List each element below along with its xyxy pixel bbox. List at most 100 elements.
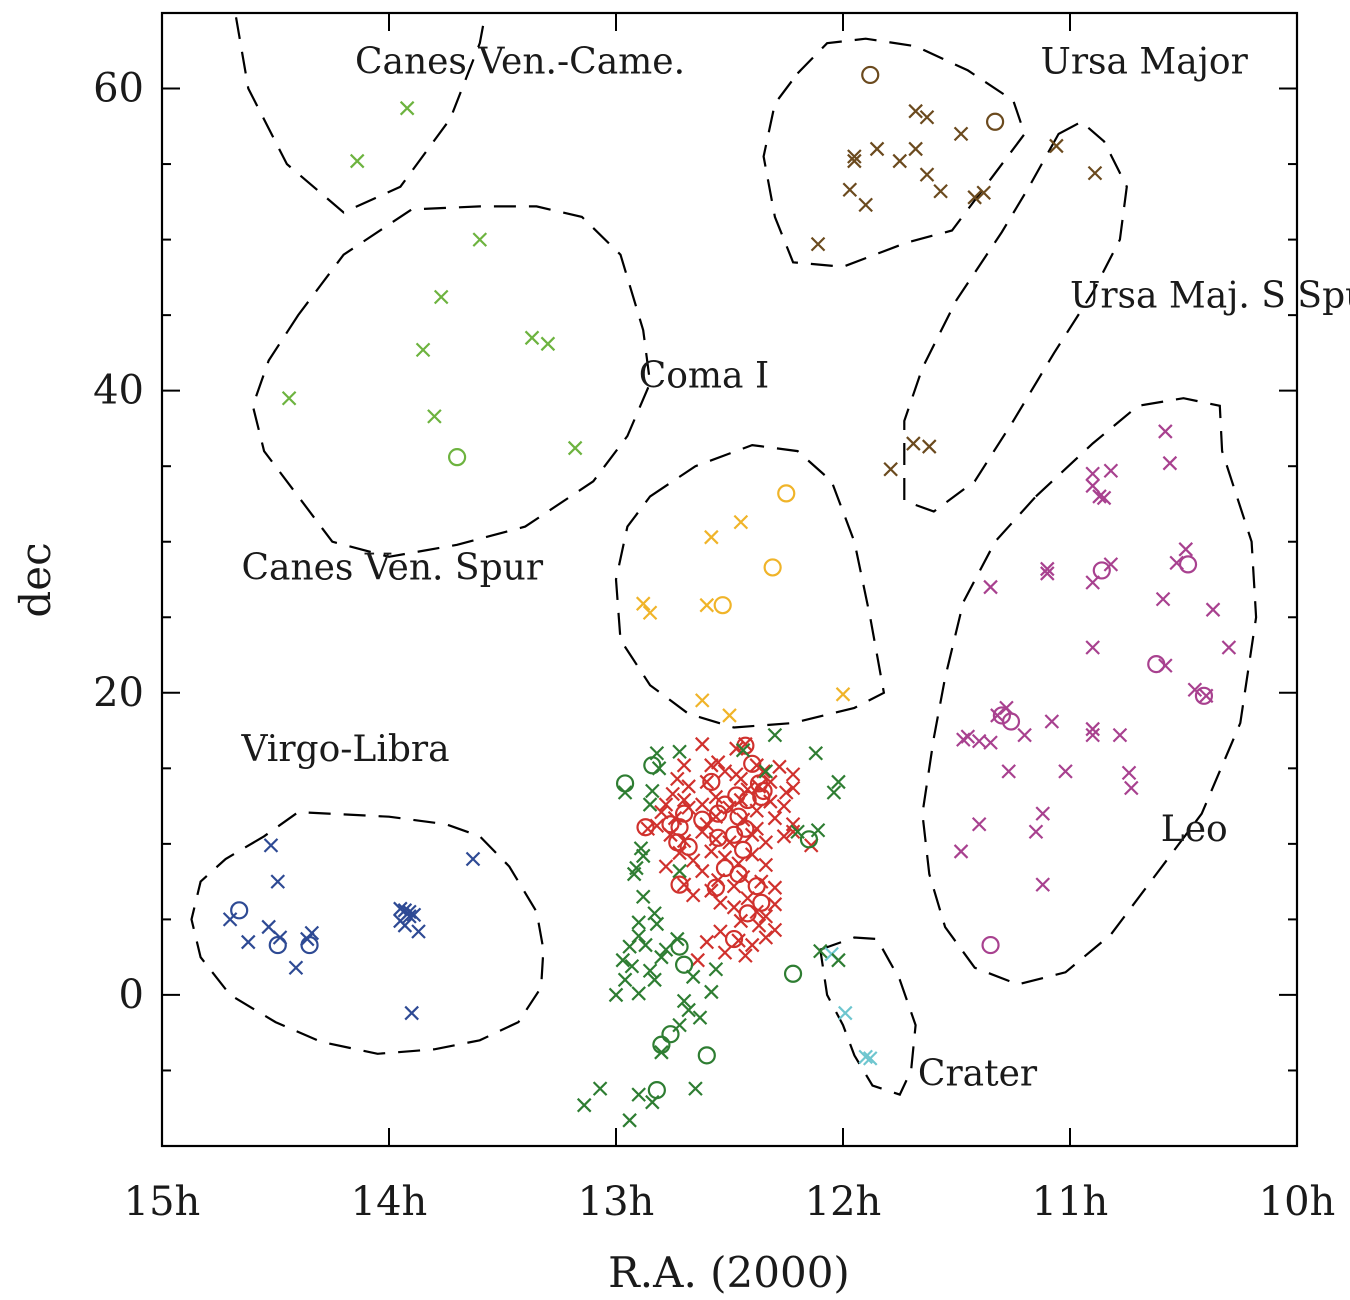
- x-tick-label: 11h: [1032, 1179, 1109, 1225]
- cross-point: [676, 758, 692, 773]
- circle-point: [1178, 555, 1198, 574]
- group-boundary: [921, 397, 1258, 986]
- cross-point: [638, 937, 653, 953]
- group-boundary: [234, 13, 487, 214]
- cross-point: [645, 783, 660, 799]
- group-boundary: [903, 120, 1128, 513]
- cross-point: [717, 945, 733, 960]
- cross-point: [672, 863, 687, 879]
- cross-point: [785, 780, 801, 796]
- cross-point: [908, 141, 923, 157]
- cross-point: [785, 824, 801, 840]
- circle-point: [647, 1081, 666, 1100]
- circle-point: [734, 840, 753, 860]
- cross-point: [921, 439, 937, 454]
- cross-point: [744, 827, 760, 843]
- circle-point: [747, 877, 766, 896]
- cross-point: [906, 436, 921, 451]
- y-tick-label: 0: [119, 972, 144, 1018]
- cross-point: [1058, 764, 1073, 779]
- group-label: Ursa Maj. S Spur: [1070, 276, 1350, 317]
- cross-point: [642, 797, 658, 812]
- x-tick-label: 15h: [124, 1179, 201, 1225]
- cross-point: [694, 736, 710, 752]
- cross-point: [1085, 721, 1100, 737]
- cross-point: [676, 792, 692, 808]
- cross-point: [744, 937, 760, 953]
- cross-point: [983, 735, 998, 750]
- cross-point: [1103, 557, 1119, 572]
- cross-point: [1158, 424, 1173, 439]
- cross-point: [1205, 602, 1221, 617]
- cross-point: [642, 963, 658, 979]
- cross-point: [738, 948, 753, 963]
- cross-point: [608, 987, 624, 1003]
- cross-point: [1162, 455, 1178, 471]
- circle-point: [636, 818, 655, 837]
- cross-point: [631, 915, 646, 930]
- cross-point: [953, 126, 969, 142]
- cross-point: [744, 847, 760, 862]
- cross-point: [831, 952, 846, 968]
- cross-point: [622, 939, 637, 954]
- cross-point: [1040, 566, 1055, 581]
- cross-point: [699, 774, 715, 790]
- circle-point: [799, 830, 819, 849]
- cross-point: [710, 755, 726, 770]
- circle-point: [615, 774, 635, 793]
- cross-point: [892, 153, 908, 169]
- cross-point: [983, 579, 998, 595]
- cross-point: [629, 860, 644, 876]
- cross-point: [1103, 463, 1119, 479]
- cross-point: [567, 440, 583, 456]
- group-label: Canes Ven.-Came.: [355, 41, 685, 82]
- cross-point: [433, 289, 449, 305]
- cross-point: [1087, 165, 1103, 181]
- group-boundary: [190, 810, 545, 1055]
- circle-point: [1001, 712, 1021, 731]
- cross-point: [722, 708, 737, 723]
- cross-point: [735, 742, 751, 758]
- circle-point: [652, 1035, 671, 1054]
- cross-point: [869, 141, 885, 157]
- cross-point: [415, 342, 431, 358]
- circle-point: [985, 112, 1005, 131]
- plot-frame: [160, 11, 1299, 1148]
- cross-point: [763, 794, 778, 809]
- y-tick-label: 40: [93, 368, 144, 414]
- group-boundaries: [190, 13, 1258, 1096]
- circle-point: [727, 786, 746, 805]
- cross-point: [1092, 489, 1107, 504]
- cross-point: [658, 942, 674, 957]
- cross-point: [685, 887, 701, 903]
- cross-point: [908, 103, 923, 119]
- circle-point: [268, 935, 287, 955]
- circle-point: [670, 875, 689, 894]
- cross-point: [658, 797, 674, 812]
- cross-point: [270, 874, 286, 889]
- cross-point: [767, 727, 783, 743]
- cross-point: [785, 767, 801, 782]
- cross-point: [778, 785, 794, 800]
- circle-point: [777, 484, 796, 503]
- cross-point: [708, 961, 724, 977]
- cross-point: [883, 461, 898, 477]
- circle-point: [709, 804, 728, 823]
- cross-point: [858, 1049, 873, 1065]
- cross-point: [751, 918, 767, 933]
- cross-point: [847, 153, 862, 169]
- cross-point: [692, 1010, 708, 1025]
- cross-point: [1017, 727, 1032, 743]
- cross-point: [1155, 591, 1171, 607]
- y-axis-title: dec: [11, 542, 60, 617]
- circle-point: [679, 837, 698, 856]
- cross-point: [842, 182, 858, 198]
- cross-point: [349, 153, 365, 169]
- cross-point: [427, 409, 442, 424]
- cross-point: [704, 844, 719, 859]
- cross-point: [831, 774, 846, 790]
- cross-point: [281, 390, 297, 406]
- cross-point: [222, 912, 238, 927]
- cross-point: [672, 1017, 687, 1033]
- circle-point: [697, 1046, 716, 1065]
